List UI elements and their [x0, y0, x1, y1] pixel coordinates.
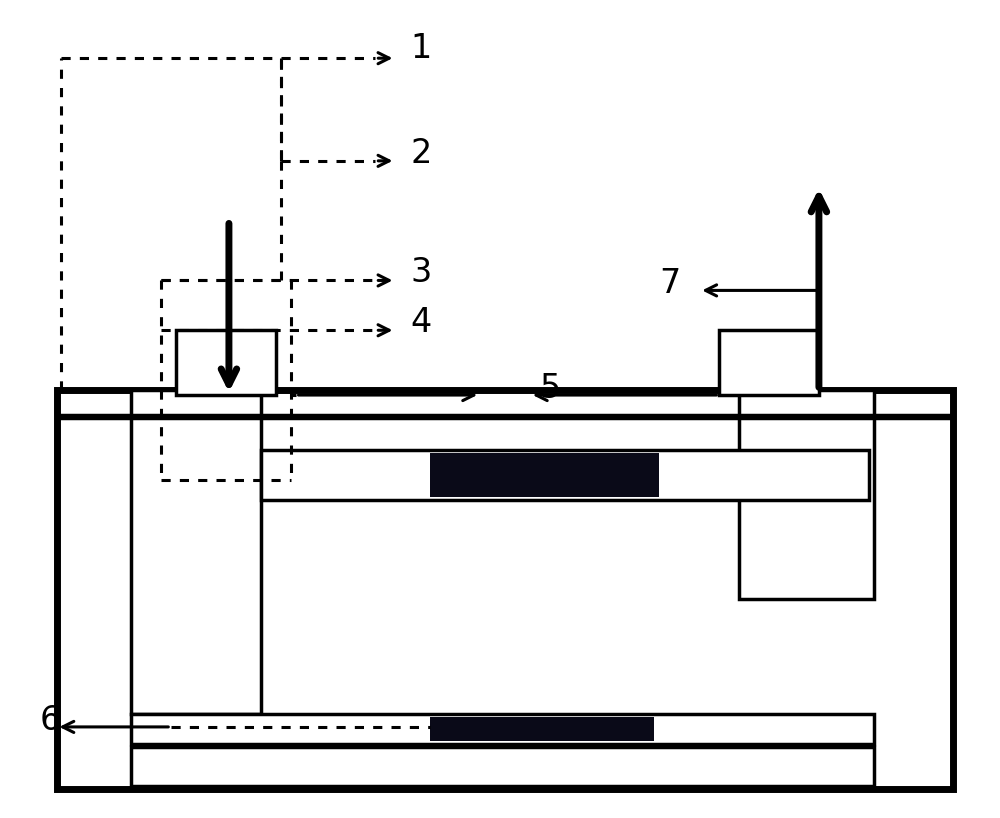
- Text: 4: 4: [410, 306, 432, 339]
- Bar: [176, 330, 276, 395]
- Bar: [739, 390, 874, 600]
- Text: 6: 6: [40, 704, 61, 738]
- Text: 1: 1: [410, 32, 432, 65]
- Bar: [719, 330, 819, 395]
- Bar: [57, 390, 953, 789]
- Bar: [430, 453, 659, 497]
- Text: 5: 5: [540, 371, 561, 405]
- Text: 7: 7: [659, 267, 681, 300]
- Bar: [131, 747, 874, 786]
- Text: 3: 3: [410, 256, 432, 289]
- Bar: [131, 390, 261, 714]
- Bar: [261, 450, 869, 500]
- Text: 2: 2: [410, 137, 432, 170]
- Bar: [131, 714, 874, 744]
- Bar: [430, 717, 654, 741]
